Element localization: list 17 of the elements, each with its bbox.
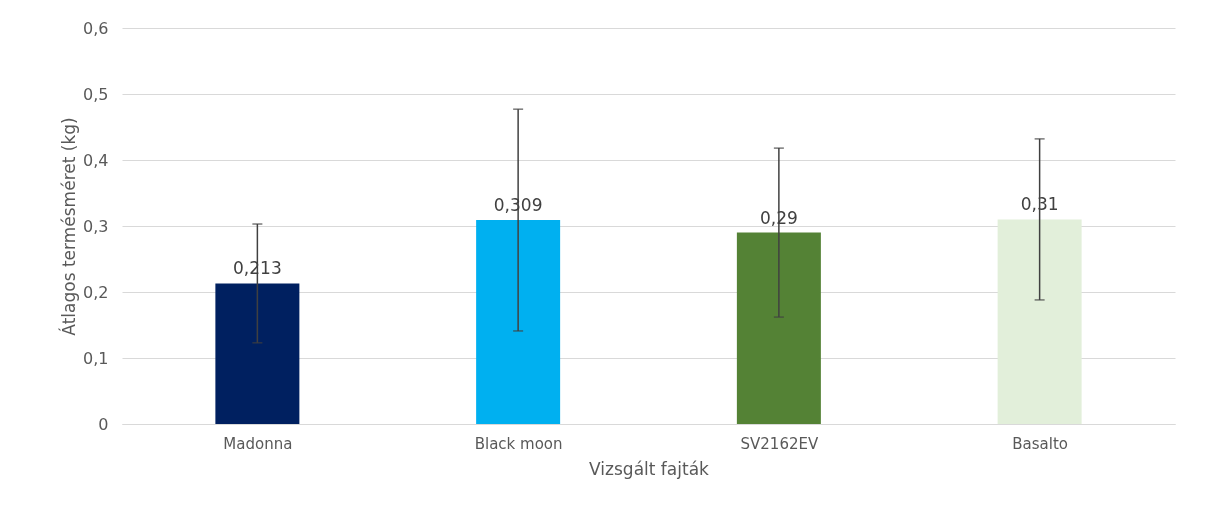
x-axis-title: Vizsgált fajták	[589, 458, 710, 479]
y-tick-label: 0,2	[83, 282, 109, 302]
bar	[997, 219, 1082, 424]
x-tick-label: Black moon	[474, 434, 563, 453]
bar	[476, 220, 561, 424]
x-tick-label: Madonna	[223, 434, 293, 453]
bar	[736, 232, 821, 424]
bar	[215, 283, 300, 424]
y-tick-label: 0,6	[83, 18, 109, 38]
y-tick-label: 0,5	[83, 84, 109, 104]
y-tick-label: 0,4	[83, 150, 109, 170]
y-tick-label: 0	[98, 414, 109, 434]
x-tick-label: Basalto	[1012, 434, 1068, 453]
y-tick-label: 0,3	[83, 216, 109, 236]
y-tick-label: 0,1	[83, 348, 109, 368]
y-axis-title: Átlagos termésméret (kg)	[58, 117, 80, 336]
x-tick-label: SV2162EV	[740, 434, 819, 453]
